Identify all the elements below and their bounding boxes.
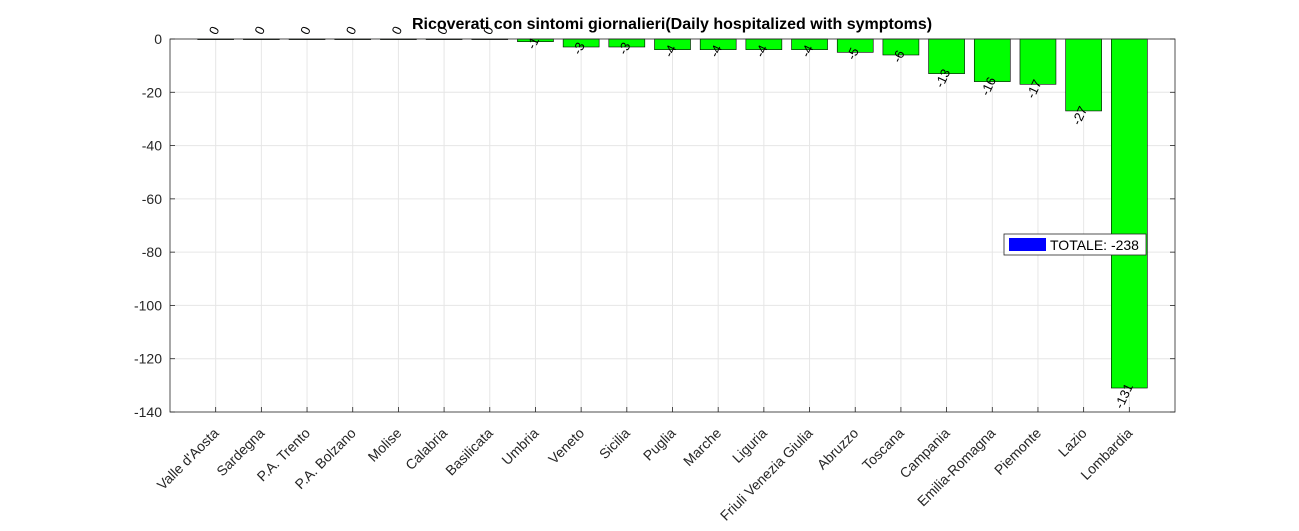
data-label: -4 bbox=[706, 43, 724, 60]
y-tick-label: -80 bbox=[142, 244, 162, 260]
bar bbox=[1065, 38, 1102, 112]
x-tick-label: Marche bbox=[680, 425, 724, 469]
x-tick-label: Puglia bbox=[640, 425, 679, 464]
data-label: -4 bbox=[752, 43, 770, 60]
chart-title: Ricoverati con sintomi giornalieri(Daily… bbox=[412, 16, 932, 33]
x-tick-label: Abruzzo bbox=[814, 425, 862, 473]
data-label: -1 bbox=[524, 35, 542, 52]
data-label: 0 bbox=[206, 24, 223, 37]
x-tick-label: Lazio bbox=[1055, 425, 1090, 460]
data-label: -3 bbox=[569, 40, 587, 57]
x-tick-label: Piemonte bbox=[991, 425, 1044, 478]
data-label: 0 bbox=[251, 24, 268, 37]
data-label: -27 bbox=[1069, 104, 1091, 127]
legend-label: TOTALE: -238 bbox=[1050, 237, 1139, 253]
y-tick-label: -120 bbox=[134, 351, 162, 367]
x-tick-label: Liguria bbox=[729, 425, 770, 466]
data-label: -4 bbox=[798, 43, 816, 60]
bars bbox=[197, 38, 1148, 389]
y-tick-label: -40 bbox=[142, 138, 162, 154]
y-tick-label: -60 bbox=[142, 191, 162, 207]
data-label: 0 bbox=[297, 24, 314, 37]
data-label: -13 bbox=[932, 67, 954, 90]
bar bbox=[1111, 38, 1148, 389]
x-tick-label: Sicilia bbox=[596, 425, 633, 462]
x-tick-label: Basilicata bbox=[442, 425, 496, 479]
data-label: 0 bbox=[388, 24, 405, 37]
data-labels: 0 0 0 0 0 0 0-1 -3 -3 -4 -4 -4 -4 -5 -6-13 -16 -17-27-13… bbox=[206, 24, 1136, 411]
data-label: -3 bbox=[615, 40, 633, 57]
y-tick-label: -20 bbox=[142, 84, 162, 100]
x-tick-label: Veneto bbox=[545, 425, 587, 467]
data-label: -5 bbox=[843, 45, 861, 62]
data-label: -17 bbox=[1023, 77, 1045, 100]
x-tick-label: Valle d'Aosta bbox=[154, 425, 222, 493]
data-label: -4 bbox=[661, 43, 679, 60]
y-axis-ticks: 0 -20 -40 -60 -80 -100 -120 -140 bbox=[134, 31, 1175, 420]
legend-swatch bbox=[1009, 238, 1046, 251]
y-tick-label: -100 bbox=[134, 297, 162, 313]
legend: TOTALE: -238 bbox=[1003, 233, 1147, 256]
data-label: 0 bbox=[343, 24, 360, 37]
y-tick-label: -140 bbox=[134, 404, 162, 420]
y-tick-label: 0 bbox=[154, 31, 162, 47]
x-tick-label: Umbria bbox=[498, 425, 541, 468]
x-tick-label: Molise bbox=[365, 425, 405, 465]
bar bbox=[973, 38, 1011, 82]
data-label: -6 bbox=[889, 48, 907, 65]
x-tick-label: Emilia-Romagna bbox=[914, 425, 999, 510]
bar bbox=[928, 38, 965, 74]
data-label: -16 bbox=[977, 75, 999, 98]
bar bbox=[1019, 38, 1057, 85]
